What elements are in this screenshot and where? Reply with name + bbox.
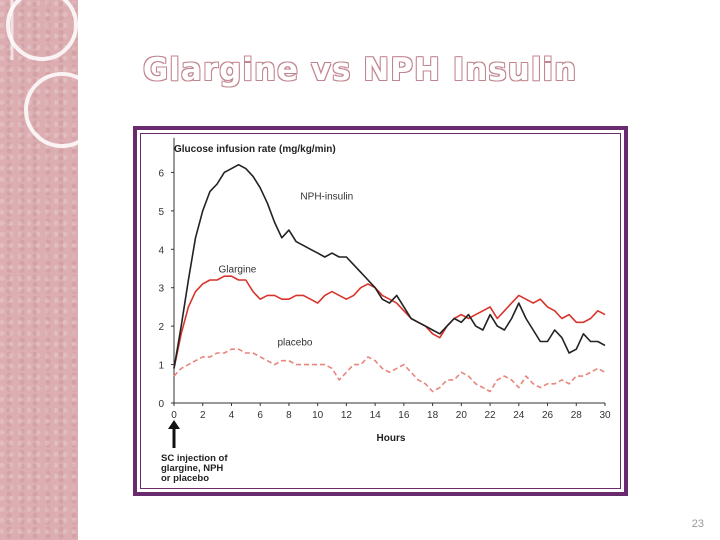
page-number: 23: [691, 518, 704, 530]
slide-title: Glargine vs NPH Insulin: [142, 52, 578, 88]
x-tick-label: 10: [312, 410, 324, 421]
y-tick-label: 2: [158, 322, 164, 333]
series-label-glargine: Glargine: [219, 264, 257, 275]
x-tick-label: 2: [200, 410, 206, 421]
series-line-glargine: [173, 275, 606, 369]
y-tick-label: 6: [158, 168, 164, 179]
series-line-nph-insulin: [173, 163, 606, 369]
x-tick-label: 30: [599, 410, 611, 421]
y-tick-label: 3: [158, 284, 164, 295]
injection-arrow-head: [168, 420, 180, 429]
y-tick-label: 0: [158, 399, 164, 410]
series-label-placebo: placebo: [277, 337, 312, 348]
x-tick-label: 8: [286, 410, 292, 421]
chart-series-labels: NPH-insulin Glargine placebo: [219, 191, 354, 348]
x-tick-label: 22: [485, 410, 497, 421]
x-tick-label: 18: [427, 410, 439, 421]
x-tick-label: 14: [370, 410, 382, 421]
x-tick-label: 0: [171, 410, 177, 421]
x-tick-label: 26: [542, 410, 554, 421]
chart-series: [173, 163, 606, 393]
decorative-side-band: [0, 0, 78, 540]
decorative-circles: [6, 0, 100, 148]
x-tick-label: 24: [513, 410, 525, 421]
chart-title: Glucose infusion rate (mg/kg/min): [174, 144, 336, 155]
x-tick-label: 20: [456, 410, 468, 421]
x-tick-label: 4: [229, 410, 235, 421]
annotation-line: SC injection of: [161, 453, 228, 464]
x-axis-label: Hours: [377, 433, 406, 444]
x-tick-label: 12: [341, 410, 353, 421]
series-label-nph-insulin: NPH-insulin: [300, 191, 353, 202]
x-tick-label: 6: [257, 410, 263, 421]
annotation-line: glargine, NPH: [161, 463, 223, 474]
x-tick-label: 16: [398, 410, 410, 421]
series-line-placebo: [173, 348, 606, 393]
annotation-line: or placebo: [161, 473, 209, 484]
x-tick-label: 28: [571, 410, 583, 421]
glucose-infusion-chart: Glucose infusion rate (mg/kg/min) 012345…: [158, 137, 611, 484]
y-tick-label: 1: [158, 361, 164, 372]
y-tick-label: 5: [158, 207, 164, 218]
y-tick-label: 4: [158, 245, 164, 256]
chart-frame-inner-border: [140, 133, 621, 489]
